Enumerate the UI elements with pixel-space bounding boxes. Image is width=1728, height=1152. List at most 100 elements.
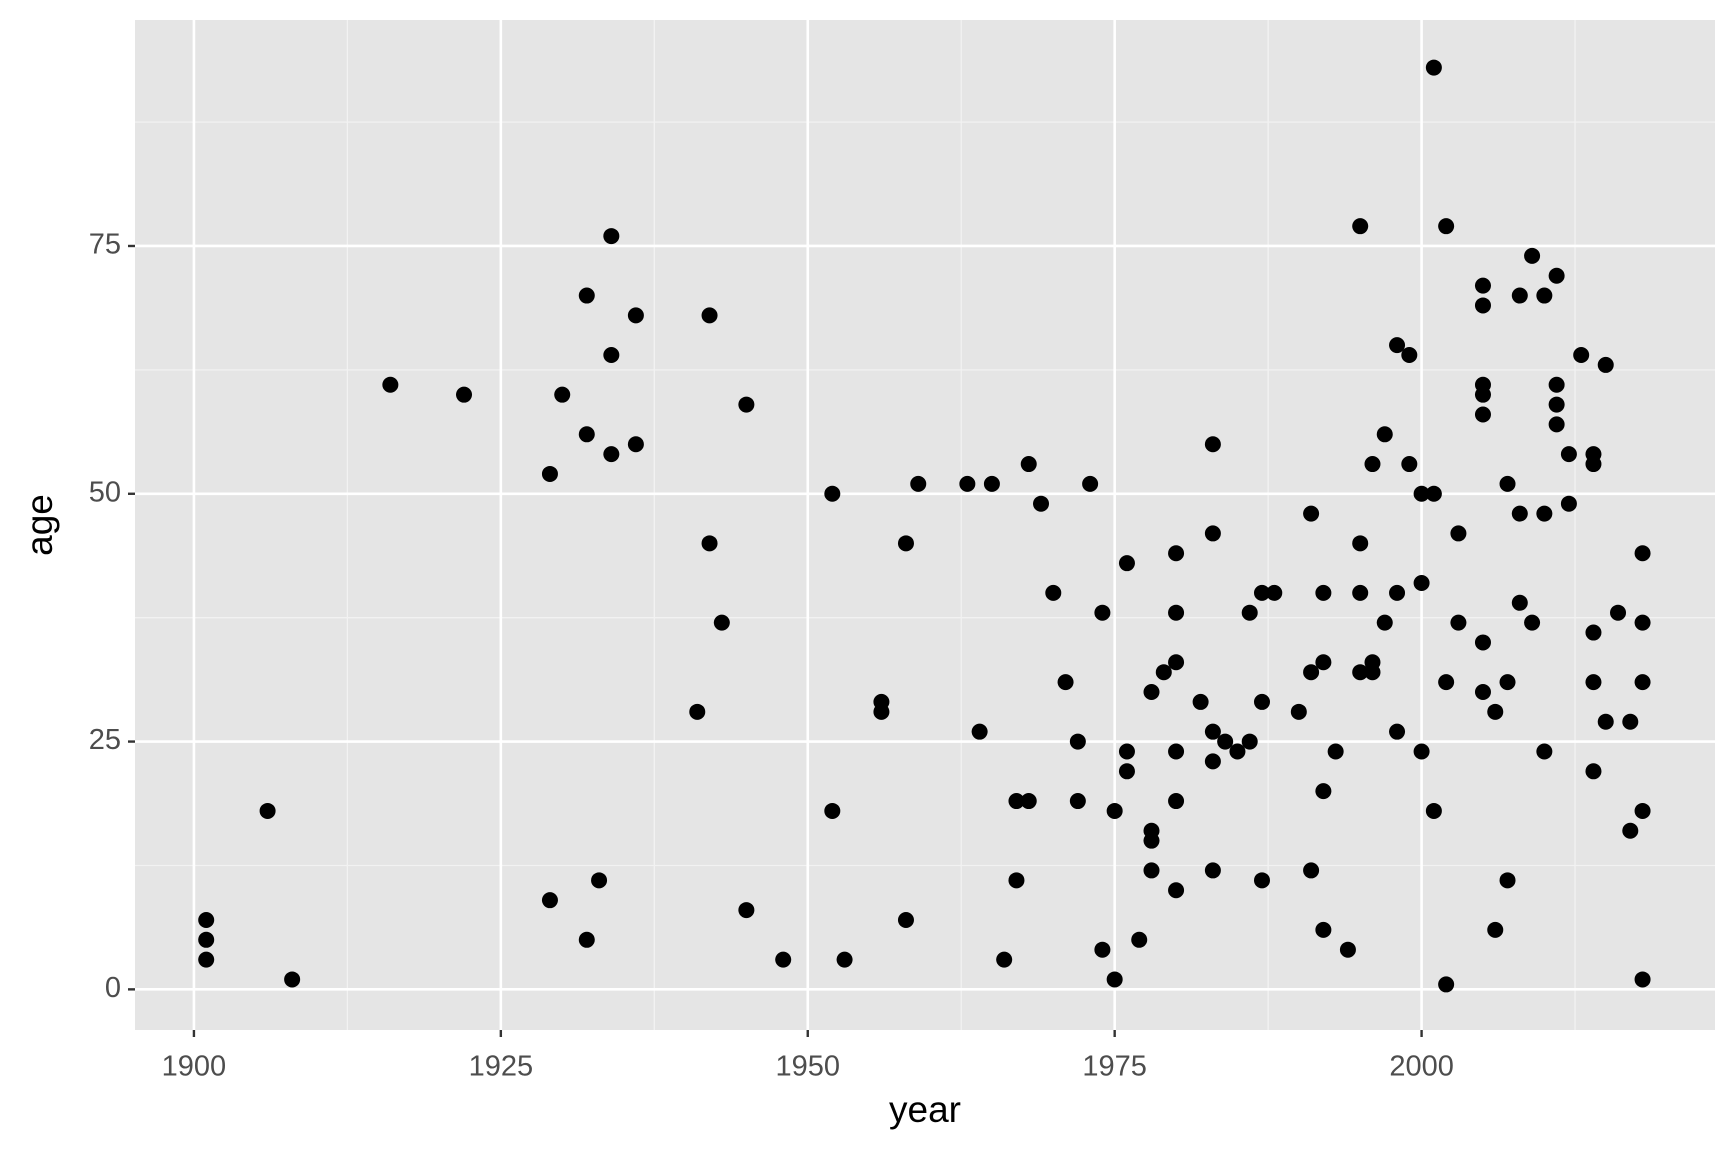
point: [1376, 426, 1393, 443]
point: [1008, 793, 1025, 810]
point: [541, 465, 558, 482]
point: [1352, 664, 1369, 681]
point: [1303, 664, 1320, 681]
point: [554, 386, 571, 403]
point: [1204, 862, 1221, 879]
point: [578, 931, 595, 948]
point: [1057, 674, 1074, 691]
point: [1536, 743, 1553, 760]
point: [1217, 733, 1234, 750]
point: [1573, 347, 1590, 364]
point: [1548, 396, 1565, 413]
point: [1474, 684, 1491, 701]
point: [1082, 475, 1099, 492]
point: [1352, 535, 1369, 552]
point: [1253, 584, 1270, 601]
point: [1474, 634, 1491, 651]
point: [983, 475, 1000, 492]
x-tick-label: 1975: [1082, 1051, 1147, 1083]
point: [1413, 574, 1430, 591]
point: [1450, 525, 1467, 542]
point: [1536, 505, 1553, 522]
point: [1560, 495, 1577, 512]
point: [1069, 733, 1086, 750]
point: [1168, 654, 1185, 671]
point: [1548, 267, 1565, 284]
point: [1487, 921, 1504, 938]
point: [603, 347, 620, 364]
point: [627, 436, 644, 453]
point: [198, 951, 215, 968]
point: [541, 892, 558, 909]
point: [1008, 872, 1025, 889]
point: [1192, 693, 1209, 710]
y-tick-label: 25: [89, 724, 121, 756]
x-tick-label: 2000: [1389, 1051, 1454, 1083]
point: [1597, 356, 1614, 373]
point: [1610, 604, 1627, 621]
point: [897, 535, 914, 552]
point: [1425, 59, 1442, 76]
point: [1511, 505, 1528, 522]
point: [603, 228, 620, 245]
point: [701, 307, 718, 324]
point: [713, 614, 730, 631]
point: [1106, 802, 1123, 819]
point: [836, 951, 853, 968]
point: [1622, 713, 1639, 730]
point: [1634, 545, 1651, 562]
y-tick-label: 75: [89, 229, 121, 261]
y-tick-label: 50: [89, 476, 121, 508]
point: [1524, 247, 1541, 264]
point: [1548, 376, 1565, 393]
point: [1634, 614, 1651, 631]
point: [1106, 971, 1123, 988]
point: [1401, 347, 1418, 364]
point: [1389, 337, 1406, 354]
point: [603, 446, 620, 463]
point: [1597, 713, 1614, 730]
point: [1352, 584, 1369, 601]
point: [1364, 664, 1381, 681]
point: [1168, 882, 1185, 899]
point: [591, 872, 608, 889]
point: [701, 535, 718, 552]
point: [1327, 743, 1344, 760]
x-tick-label: 1900: [162, 1051, 227, 1083]
point: [1315, 654, 1332, 671]
panel: [135, 20, 1715, 1030]
point: [259, 802, 276, 819]
point: [1585, 763, 1602, 780]
point: [1425, 802, 1442, 819]
point: [1033, 495, 1050, 512]
point: [1560, 446, 1577, 463]
point: [1401, 456, 1418, 473]
point: [1634, 971, 1651, 988]
point: [1204, 525, 1221, 542]
point: [1622, 822, 1639, 839]
point: [1389, 584, 1406, 601]
point: [198, 931, 215, 948]
point: [1303, 505, 1320, 522]
point: [1536, 287, 1553, 304]
point: [456, 386, 473, 403]
point: [1168, 604, 1185, 621]
point: [1585, 624, 1602, 641]
point: [627, 307, 644, 324]
point: [1474, 406, 1491, 423]
point: [1389, 723, 1406, 740]
point: [910, 475, 927, 492]
point: [1168, 743, 1185, 760]
point: [824, 802, 841, 819]
point: [1438, 976, 1455, 993]
point: [1413, 743, 1430, 760]
point: [1094, 941, 1111, 958]
point: [1425, 485, 1442, 502]
point: [1118, 555, 1135, 572]
point: [959, 475, 976, 492]
point: [1524, 614, 1541, 631]
x-axis-title: year: [889, 1089, 961, 1130]
point: [1204, 753, 1221, 770]
point: [1474, 277, 1491, 294]
